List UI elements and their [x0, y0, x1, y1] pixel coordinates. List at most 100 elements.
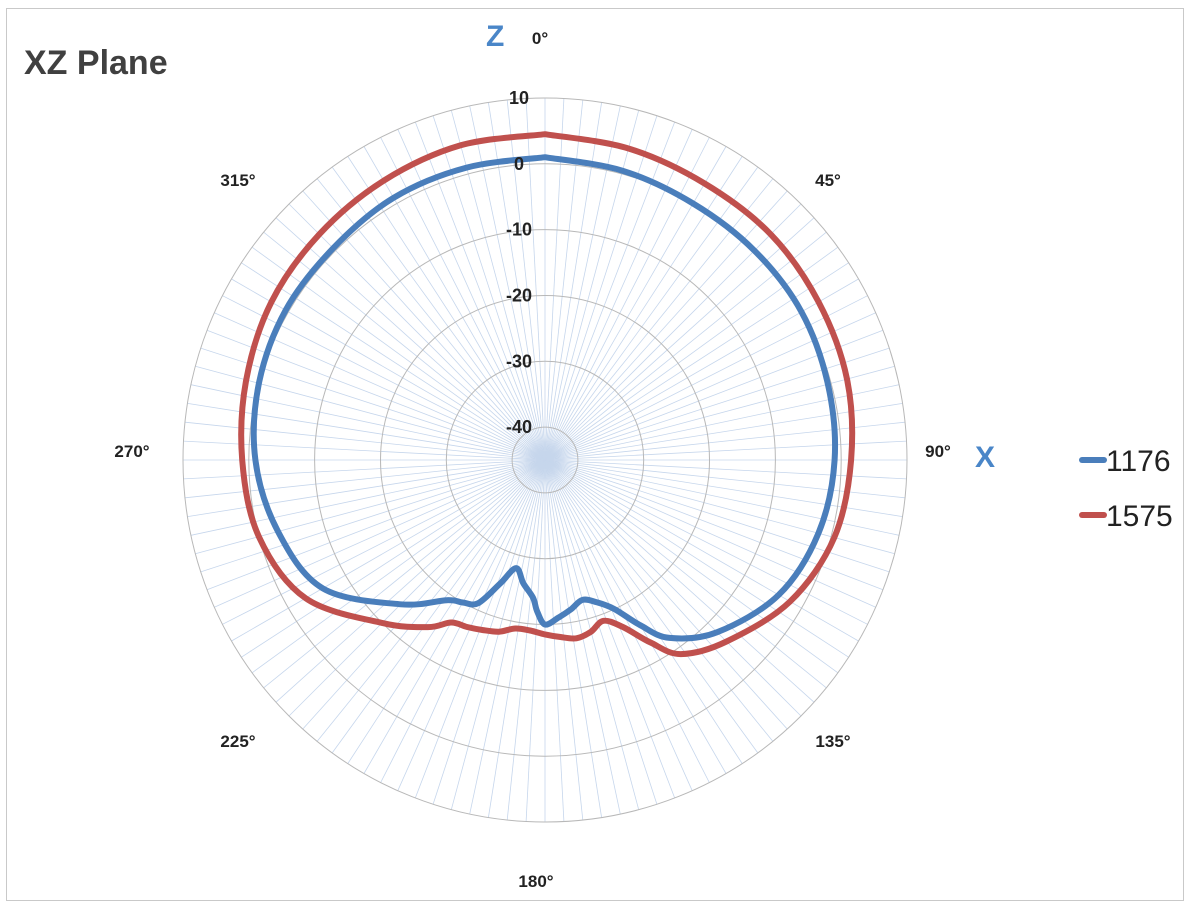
- spoke: [214, 459, 546, 608]
- angle-labels: 0° 45° 90° 135° 180° 225° 270° 315°: [114, 29, 951, 891]
- spoke: [544, 459, 802, 717]
- spoke: [544, 459, 827, 689]
- spoke: [544, 278, 859, 461]
- spoke: [544, 459, 849, 658]
- spoke: [263, 459, 546, 689]
- spoke: [544, 459, 710, 783]
- spoke: [183, 440, 546, 461]
- spoke: [190, 459, 546, 536]
- spoke: [347, 459, 546, 764]
- spoke: [544, 421, 906, 461]
- spoke: [184, 459, 546, 499]
- spoke: [251, 459, 546, 674]
- spoke: [183, 459, 546, 480]
- spoke: [544, 459, 774, 742]
- ring: [511, 426, 579, 494]
- spoke: [544, 246, 839, 461]
- angle-label: 315°: [220, 171, 255, 190]
- spoke: [544, 440, 907, 461]
- spoke: [544, 459, 907, 480]
- spoke: [190, 384, 546, 461]
- spoke: [184, 421, 546, 461]
- spoke: [544, 459, 884, 591]
- spoke: [544, 459, 676, 799]
- spoke: [544, 347, 890, 461]
- spoke: [544, 459, 876, 608]
- ring: [182, 97, 908, 823]
- spoke: [544, 365, 895, 461]
- spoke: [544, 459, 890, 573]
- spoke: [275, 459, 546, 703]
- spoke: [544, 178, 774, 461]
- spoke: [544, 312, 876, 461]
- radial-spokes: [183, 98, 907, 822]
- spoke: [222, 459, 546, 625]
- angle-label: 135°: [815, 732, 850, 751]
- spoke: [544, 384, 900, 461]
- spoke: [544, 459, 658, 805]
- ring: [445, 360, 645, 560]
- spoke: [544, 262, 849, 461]
- spoke: [506, 459, 546, 821]
- angle-label: 180°: [518, 872, 553, 891]
- spoke: [214, 312, 546, 461]
- spoke: [302, 459, 546, 730]
- radial-rings: [182, 97, 908, 823]
- spoke: [544, 459, 727, 774]
- legend: 1176 1575: [1079, 445, 1173, 533]
- spoke: [544, 231, 827, 461]
- spoke: [544, 403, 903, 461]
- spoke: [241, 459, 546, 658]
- spoke: [525, 98, 546, 461]
- spoke: [506, 99, 546, 461]
- ring: [314, 229, 776, 691]
- spoke: [200, 347, 546, 461]
- spoke: [450, 459, 546, 810]
- spoke: [187, 403, 546, 461]
- spoke: [544, 459, 868, 625]
- spoke: [206, 459, 546, 591]
- spoke: [544, 98, 565, 461]
- spoke: [544, 459, 839, 674]
- angle-label: 45°: [815, 171, 841, 190]
- radial-tick-labels: 10 0 -10 -20 -30 -40: [506, 88, 532, 437]
- spoke: [206, 329, 546, 461]
- r-tick-label: -10: [506, 220, 532, 240]
- angle-label: 225°: [220, 732, 255, 751]
- spoke: [200, 459, 546, 573]
- spoke: [544, 156, 743, 461]
- legend-label-1575: 1575: [1106, 500, 1173, 533]
- spoke: [544, 459, 743, 764]
- spoke: [544, 459, 788, 730]
- spoke: [363, 459, 546, 774]
- spoke: [222, 295, 546, 461]
- spoke: [544, 99, 584, 461]
- spoke: [231, 459, 546, 642]
- spoke: [544, 137, 710, 461]
- spoke: [544, 203, 802, 461]
- r-tick-label: -20: [506, 286, 532, 306]
- axis-name-z: Z: [486, 20, 504, 53]
- spoke: [525, 459, 546, 822]
- series-layer: [238, 131, 856, 658]
- spoke: [544, 217, 815, 461]
- series-line-1176: [250, 154, 839, 642]
- angle-label: 270°: [114, 442, 149, 461]
- legend-label-1176: 1176: [1106, 445, 1171, 478]
- r-tick-label: -30: [506, 351, 532, 371]
- spoke: [288, 459, 546, 717]
- r-tick-label: -40: [506, 417, 532, 437]
- spoke: [544, 190, 788, 461]
- spoke: [544, 459, 640, 810]
- spoke: [544, 329, 884, 461]
- spoke: [544, 166, 759, 461]
- spoke: [380, 459, 546, 783]
- series-line-1575: [238, 131, 856, 658]
- spoke: [544, 459, 815, 703]
- spoke: [331, 459, 546, 754]
- spoke: [195, 459, 546, 555]
- chart-title: XZ Plane: [24, 44, 168, 82]
- spoke: [544, 121, 676, 461]
- spoke: [544, 146, 727, 461]
- spoke: [544, 459, 859, 642]
